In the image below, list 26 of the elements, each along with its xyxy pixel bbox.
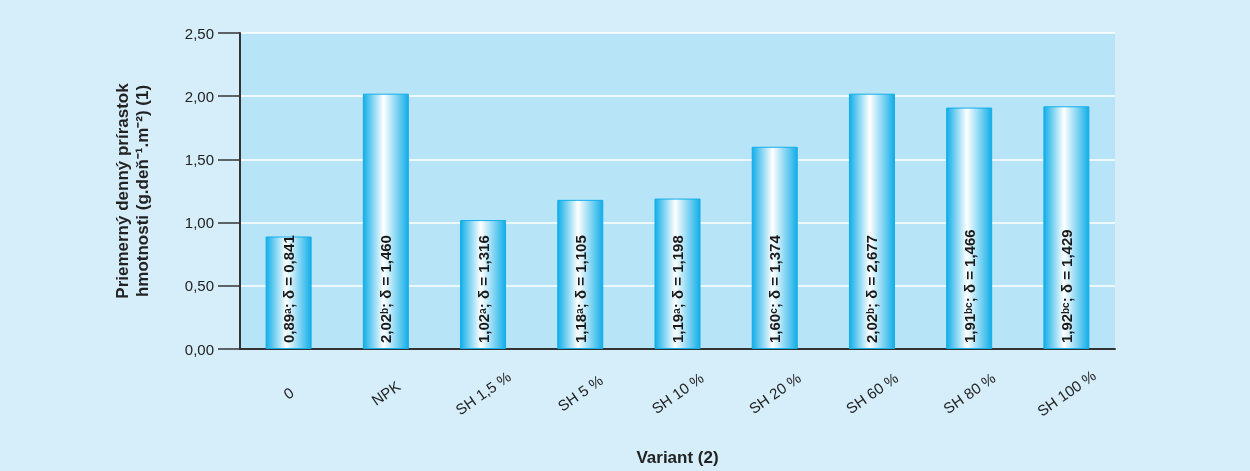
y-tick-label: 0,50 <box>184 277 214 295</box>
y-tick-label: 1,50 <box>184 150 214 168</box>
data-label: 2,02ᵇ; δ = 1,460 <box>377 235 395 343</box>
data-label: 1,19ᵃ; δ = 1,198 <box>669 235 686 343</box>
y-tick-label: 2,00 <box>184 87 214 105</box>
x-tick-label: SH 80 % <box>940 369 999 417</box>
y-axis-title: Priemerný denný prírastok hmotnosti (g.deň⁻¹.m⁻²) (1) <box>112 82 152 299</box>
x-tick-label: SH 20 % <box>745 369 804 417</box>
data-label: 1,92ᵇᶜ; δ = 1,429 <box>1057 229 1075 343</box>
x-tick-label: 0 <box>280 383 297 403</box>
data-label: 1,18ᵃ; δ = 1,105 <box>571 235 589 343</box>
x-tick-label: SH 100 % <box>1033 366 1099 420</box>
x-tick-label: SH 10 % <box>648 369 707 417</box>
data-label: 0,89ᵃ; δ = 0,841 <box>280 235 298 343</box>
x-tick-label: SH 1,5 % <box>452 367 514 419</box>
data-label: 1,60ᶜ; δ = 1,374 <box>766 234 784 343</box>
y-tick-label: 2,50 <box>184 24 214 42</box>
x-tick-label: SH 5 % <box>554 371 606 415</box>
data-label: 1,02ᵃ; δ = 1,316 <box>474 235 492 343</box>
x-axis-title: Variant (2) <box>636 448 719 467</box>
y-tick-label: 0,00 <box>184 340 214 358</box>
data-label: 1,91ᵇᶜ; δ = 1,466 <box>960 229 978 343</box>
x-tick-label: SH 60 % <box>842 369 902 417</box>
x-tick-label: NPK <box>368 377 404 409</box>
data-label: 2,02ᵇ; δ = 2,677 <box>863 235 881 343</box>
y-tick-label: 1,00 <box>184 214 214 232</box>
